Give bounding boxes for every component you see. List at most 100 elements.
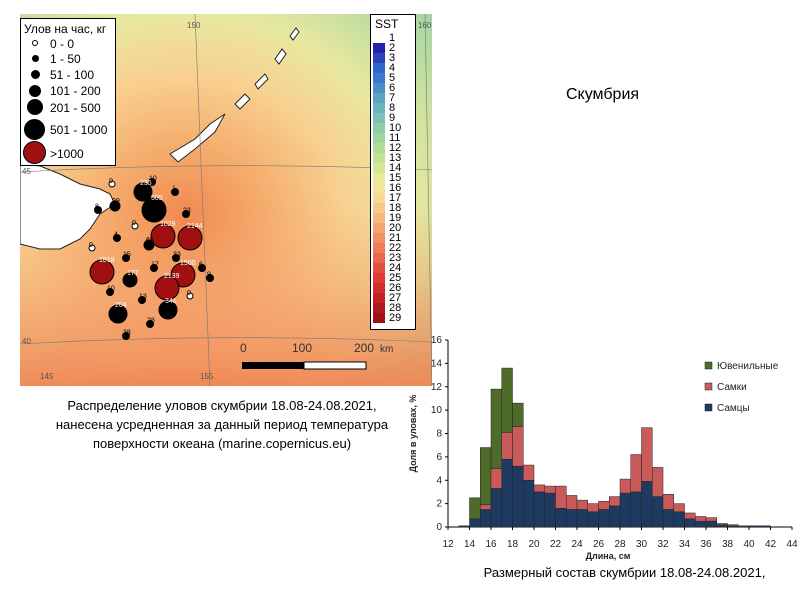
sst-label: 28 xyxy=(389,302,402,314)
sst-swatch xyxy=(373,93,385,103)
x-tick-label: 24 xyxy=(571,539,583,550)
sst-swatch xyxy=(373,183,385,193)
bar-segment xyxy=(480,447,492,506)
sst-label: 10 xyxy=(389,122,402,134)
bar-segment xyxy=(533,491,545,528)
bar-segment xyxy=(727,524,739,527)
scale-bar-black xyxy=(242,362,304,369)
bar-segment xyxy=(480,509,492,528)
x-tick-label: 44 xyxy=(786,539,798,550)
bar-segment xyxy=(652,496,664,528)
catch-value-label: 1818 xyxy=(99,257,115,264)
lat-45-label: 45 xyxy=(22,167,31,176)
catch-value-label: 33 xyxy=(173,252,181,259)
catch-station xyxy=(108,180,116,188)
catch-legend: Улов на час, кг 0 - 0 1 - 50 51 - 100 10… xyxy=(20,18,116,166)
bar-segment xyxy=(523,464,535,481)
sst-label: 26 xyxy=(389,282,402,294)
sst-label: 4 xyxy=(389,62,396,74)
bar-segment xyxy=(576,509,588,528)
sst-label: 9 xyxy=(389,112,396,124)
legend-entry: Самки xyxy=(717,382,747,393)
bar-segment xyxy=(609,505,621,528)
length-histogram: 0 2 4 6 8 10 12 14 16 12 14 16 18 20 22 24 26 28 30 32 34 36 3… xyxy=(404,330,800,584)
sst-label: 29 xyxy=(389,312,402,324)
bar-segment xyxy=(705,517,717,522)
sst-label: 25 xyxy=(389,272,402,284)
bar-segment xyxy=(566,495,578,510)
catch-value-label: 0 xyxy=(187,290,191,297)
sst-title: SST xyxy=(375,17,399,31)
sst-label: 6 xyxy=(389,82,396,94)
bar-segment xyxy=(490,468,502,489)
sst-label: 12 xyxy=(389,142,402,154)
bar-segment xyxy=(480,504,492,510)
bar-segment xyxy=(673,503,685,513)
map-caption-line: поверхности океана (marine.copernicus.eu… xyxy=(92,436,352,451)
catch-value-label: 13 xyxy=(139,294,147,301)
sst-swatch xyxy=(373,53,385,63)
bar-segment xyxy=(501,432,513,460)
x-tick-label: 42 xyxy=(765,539,777,550)
x-axis-label: Длина, см xyxy=(586,551,631,561)
catch-station xyxy=(106,288,114,296)
x-tick-label: 18 xyxy=(507,539,519,550)
bar-segment xyxy=(469,497,481,520)
sst-swatch xyxy=(373,143,385,153)
y-tick-label: 12 xyxy=(431,382,443,393)
histogram-caption: Размерный состав скумбрии 18.08-24.08.20… xyxy=(483,565,766,580)
catch-station xyxy=(113,234,121,242)
sst-label: 3 xyxy=(389,52,396,64)
sst-swatch xyxy=(373,63,385,73)
legend-label: 501 - 1000 xyxy=(50,123,108,137)
sst-swatch xyxy=(373,213,385,223)
catch-value-label: 235 xyxy=(140,180,152,187)
catch-value-label: 0 xyxy=(132,220,136,227)
y-tick-label: 10 xyxy=(431,405,443,416)
sst-label: 19 xyxy=(389,212,402,224)
sst-label: 14 xyxy=(389,162,402,174)
catch-value-label: 17 xyxy=(151,262,159,269)
bar-segment xyxy=(619,478,631,494)
sst-label: 23 xyxy=(389,252,402,264)
y-tick-label: 0 xyxy=(436,522,442,533)
catch-value-label: 10 xyxy=(149,176,157,183)
bar-segment xyxy=(641,481,653,528)
catch-value-label: 1 xyxy=(172,186,176,193)
sst-swatch xyxy=(373,43,385,53)
sst-label: 11 xyxy=(389,132,401,144)
bar-segment xyxy=(684,518,696,528)
legend-swatch xyxy=(32,55,39,62)
bar-segment xyxy=(533,484,545,493)
sst-label: 18 xyxy=(389,202,402,214)
catch-station xyxy=(89,259,115,285)
sst-label: 2 xyxy=(389,42,396,54)
bar-segment xyxy=(512,426,524,467)
sst-swatch xyxy=(373,133,385,143)
catch-value-label: 38 xyxy=(123,330,131,337)
legend-swatch xyxy=(23,141,46,164)
sst-label: 1 xyxy=(389,32,396,44)
scale-label-100: 100 xyxy=(292,341,312,355)
y-tick-label: 16 xyxy=(431,335,443,346)
y-tick-label: 14 xyxy=(431,358,443,369)
bar-segment xyxy=(748,525,760,528)
sst-swatch xyxy=(373,103,385,113)
lon-150-label: 150 xyxy=(187,21,201,30)
sst-label: 7 xyxy=(389,92,396,104)
catch-station xyxy=(143,239,155,251)
x-tick-label: 20 xyxy=(528,539,540,550)
catch-station xyxy=(186,292,194,300)
catch-value-label: 99 xyxy=(112,198,120,205)
bar-segment xyxy=(759,525,771,528)
lat-40-label: 40 xyxy=(22,337,31,346)
sst-label: 8 xyxy=(389,102,396,114)
bar-segment xyxy=(523,480,535,528)
sst-label: 27 xyxy=(389,292,402,304)
catch-station xyxy=(108,304,128,324)
catch-station xyxy=(148,178,156,186)
x-tick-label: 40 xyxy=(743,539,755,550)
bar-segment xyxy=(544,485,556,494)
catch-station xyxy=(198,264,206,272)
bar-segment xyxy=(630,454,642,493)
